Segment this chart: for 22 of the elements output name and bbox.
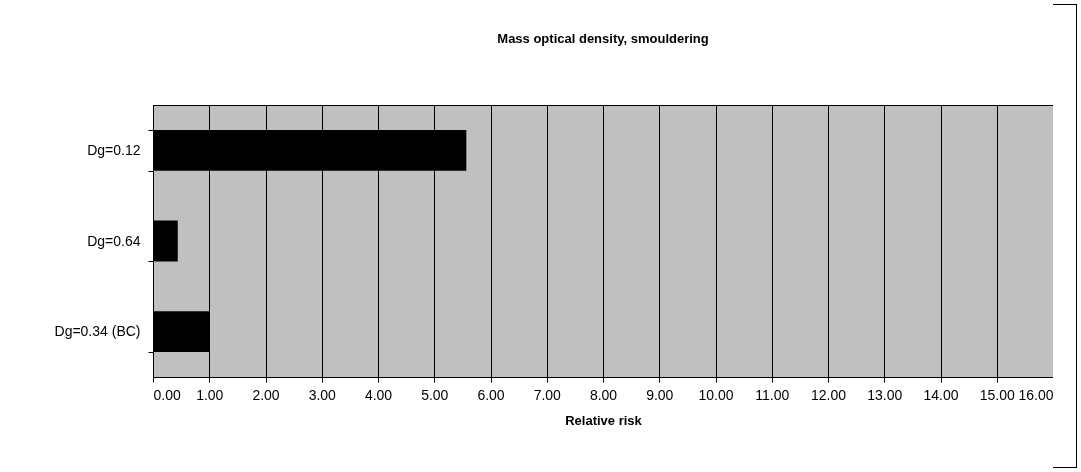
x-tick-label: 2.00: [252, 386, 280, 403]
x-tick-label: 15.00: [979, 386, 1015, 403]
x-tick-label: 13.00: [867, 386, 903, 403]
x-tick-label: 0.00: [153, 386, 181, 403]
x-tick-label: 9.00: [646, 386, 674, 403]
x-tick-label: 4.00: [364, 386, 393, 403]
y-tick-label: Dg=0.12: [87, 141, 141, 158]
y-tick-label: Dg=0.34 (BC): [54, 323, 141, 340]
x-tick-label: 14.00: [923, 386, 959, 403]
x-tick-label: 3.00: [308, 386, 337, 403]
x-tick-label: 16.00: [1018, 386, 1054, 403]
chart-title: Mass optical density, smouldering: [497, 31, 709, 46]
x-tick-label: 10.00: [698, 386, 734, 403]
y-tick-label: Dg=0.64: [87, 232, 141, 249]
x-tick-label: 5.00: [421, 386, 449, 403]
x-axis-title: Relative risk: [565, 412, 643, 428]
x-tick-label: 1.00: [196, 386, 224, 403]
x-tick-label: 7.00: [533, 386, 562, 403]
x-tick-label: 8.00: [589, 386, 618, 403]
x-tick-label: 12.00: [810, 386, 847, 403]
x-tick-label: 11.00: [755, 386, 790, 403]
x-tick-label: 6.00: [477, 386, 505, 403]
